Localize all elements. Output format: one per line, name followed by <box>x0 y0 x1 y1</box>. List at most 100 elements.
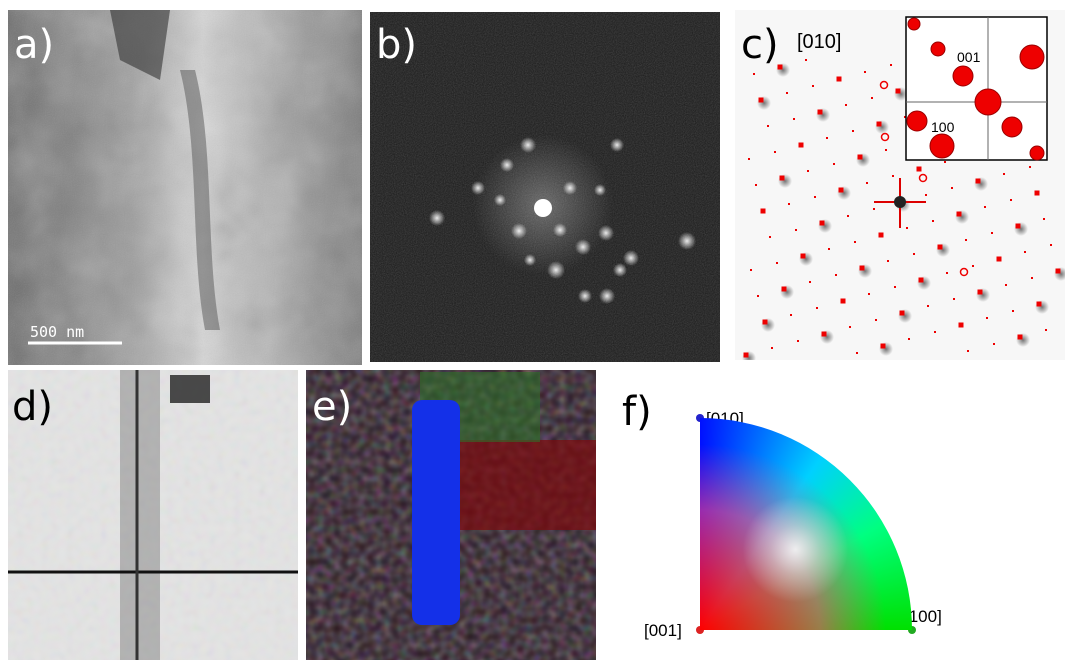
diffraction-spot <box>575 239 591 255</box>
sim-spot <box>906 227 908 229</box>
sim-spot <box>932 220 934 222</box>
sim-spot <box>917 167 922 172</box>
sim-spot <box>837 77 842 82</box>
sim-spot <box>951 187 953 189</box>
sim-spot <box>776 262 778 264</box>
sim-spot <box>1024 251 1026 253</box>
sim-spot <box>786 92 788 94</box>
sim-spot <box>801 254 806 259</box>
sim-spot <box>892 175 894 177</box>
atom <box>1002 117 1022 137</box>
panel-c: c) [010] 001100 <box>735 10 1068 365</box>
sim-spot <box>790 314 792 316</box>
sim-spot <box>858 155 863 160</box>
sim-spot <box>877 122 882 127</box>
sim-spot <box>885 149 887 151</box>
sim-spot <box>896 89 901 94</box>
sim-spot <box>782 287 787 292</box>
diffraction-spot <box>553 223 567 237</box>
sim-spot <box>795 229 797 231</box>
sim-spot <box>774 151 776 153</box>
atom <box>975 89 1001 115</box>
sim-spot <box>755 184 757 186</box>
sim-spot <box>946 272 948 274</box>
sim-spot <box>748 158 750 160</box>
diffraction-spot <box>429 210 445 226</box>
sim-spot <box>769 236 771 238</box>
inset-label: 001 <box>957 49 981 65</box>
sim-spot <box>778 65 783 70</box>
sim-spot <box>887 260 889 262</box>
sim-spot <box>771 347 773 349</box>
sim-spot <box>881 344 886 349</box>
sim-spot <box>816 307 818 309</box>
diffraction-spot <box>563 181 577 195</box>
sim-spot <box>1043 218 1045 220</box>
central-spot <box>534 199 552 217</box>
sim-spot <box>894 286 896 288</box>
sim-spot <box>927 305 929 307</box>
sim-spot <box>967 350 969 352</box>
sim-spot <box>856 352 858 354</box>
sim-spot <box>780 176 785 181</box>
sim-spot <box>976 179 981 184</box>
diffraction-spot <box>511 223 527 239</box>
atom <box>931 42 945 56</box>
panel-e: e) <box>306 370 596 660</box>
sim-spot <box>934 331 936 333</box>
sim-spot <box>1050 244 1052 246</box>
sim-spot <box>919 278 924 283</box>
sim-spot <box>822 332 827 337</box>
sim-spot <box>793 118 795 120</box>
panel-label: a) <box>14 22 54 68</box>
sim-spot <box>835 274 837 276</box>
sim-spot <box>957 212 962 217</box>
sim-spot <box>997 257 1002 262</box>
diffraction-spot <box>524 254 536 266</box>
sim-spot <box>913 253 915 255</box>
sim-spot <box>757 295 759 297</box>
sim-spot <box>1012 310 1014 312</box>
diffraction-spot <box>578 289 592 303</box>
sim-spot <box>1018 335 1023 340</box>
diffraction-spot <box>678 232 696 250</box>
sim-spot <box>814 196 816 198</box>
sim-spot <box>753 73 755 75</box>
sim-spot <box>767 125 769 127</box>
sim-spot <box>833 163 835 165</box>
sim-spot <box>864 71 866 73</box>
diffraction-spot <box>494 194 506 206</box>
sim-spot <box>763 320 768 325</box>
diffraction-spot <box>610 138 624 152</box>
zone-axis: [010] <box>797 31 841 53</box>
sim-spot <box>809 281 811 283</box>
sim-spot <box>1005 284 1007 286</box>
sim-spot <box>750 269 752 271</box>
sim-spot <box>1003 173 1005 175</box>
sim-spot <box>871 97 873 99</box>
sim-spot <box>1010 199 1012 201</box>
sim-spot <box>938 245 943 250</box>
sim-spot <box>788 203 790 205</box>
atom <box>930 134 954 158</box>
sim-spot <box>761 209 766 214</box>
sim-spot <box>854 241 856 243</box>
sim-spot <box>879 233 884 238</box>
sim-spot <box>860 266 865 271</box>
sim-spot <box>993 343 995 345</box>
sim-spot <box>1037 302 1042 307</box>
diffraction-spot <box>520 137 536 153</box>
inset-label: 100 <box>931 119 955 135</box>
sim-spot <box>826 137 828 139</box>
panel-label: f) <box>622 389 652 435</box>
inset-frame <box>906 17 1047 160</box>
sim-spot <box>820 221 825 226</box>
sim-spot <box>852 130 854 132</box>
sim-spot <box>1035 191 1040 196</box>
sim-spot <box>873 208 875 210</box>
sim-spot <box>875 319 877 321</box>
panel-a: a) 500 nm <box>8 10 362 365</box>
diffraction-spot <box>613 263 627 277</box>
sim-spot <box>828 248 830 250</box>
inset: 001 100 <box>906 17 1047 160</box>
